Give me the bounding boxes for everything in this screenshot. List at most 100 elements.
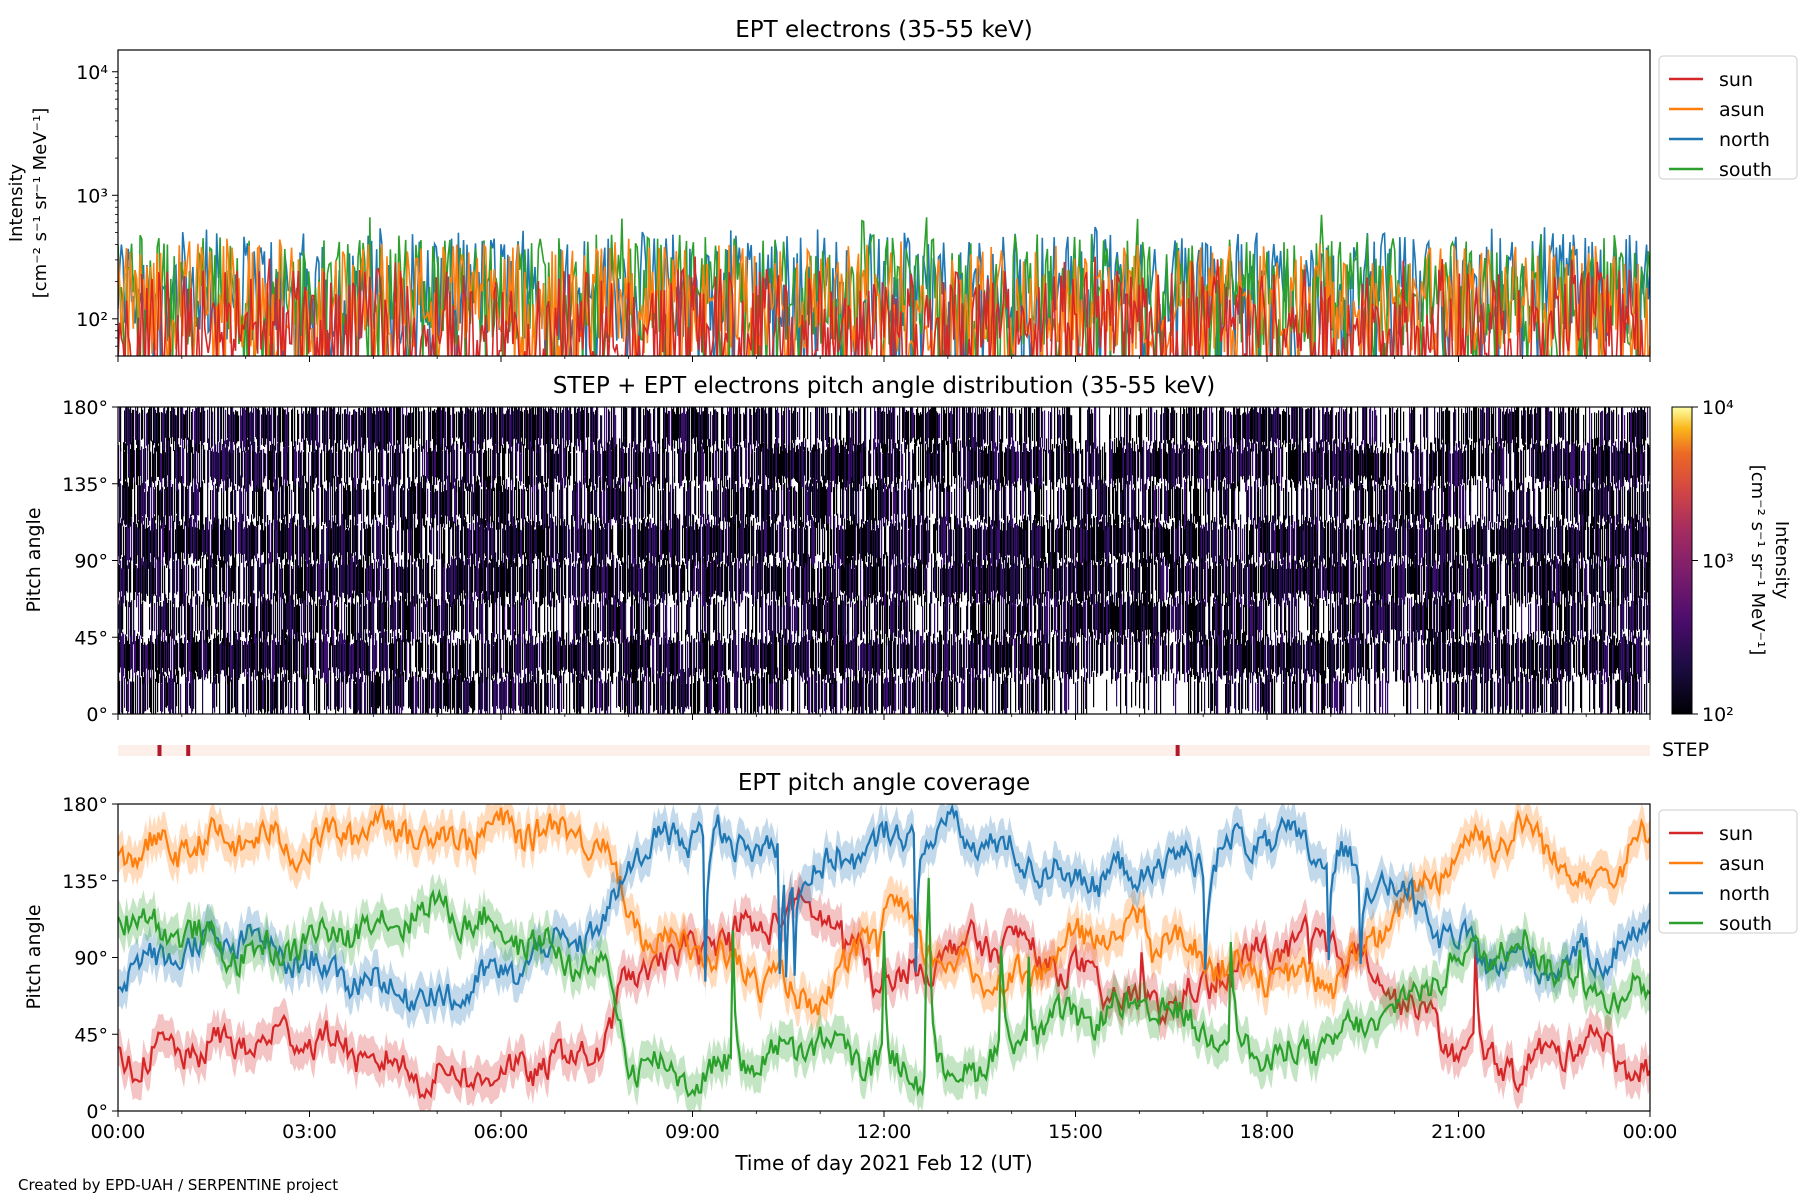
heat-cell [120,635,122,668]
heat-cell [669,563,671,596]
heat-cell [692,407,694,440]
heat-cell [447,475,449,517]
heat-cell [525,407,527,439]
heat-cell [864,591,866,635]
heat-cell [778,605,780,643]
heat-cell [207,514,209,557]
heat-cell [359,678,361,714]
heat-cell [898,489,900,531]
heat-cell [215,444,217,479]
heat-cell [573,446,575,492]
heat-cell [235,561,237,601]
heat-cell [415,450,417,480]
heat-cell [525,639,527,669]
heat-cell [736,558,738,604]
heat-cell [140,677,142,714]
heat-cell [633,674,635,714]
heat-cell [351,553,353,605]
heat-cell [749,642,751,681]
heat-cell [907,479,909,517]
heat-cell [189,682,191,706]
heat-cell [674,667,676,714]
heat-cell [378,561,380,598]
heat-cell [181,637,183,677]
heat-cell [908,436,910,481]
heat-cell [138,639,140,672]
heat-cell [485,672,487,714]
heat-cell [926,590,928,630]
heat-cell [797,566,799,601]
heat-cell [750,676,752,714]
heat-cell [218,602,220,633]
heat-cell [788,595,790,631]
heat-cell [657,488,659,525]
heat-cell [814,594,816,632]
heat-cell [207,559,209,601]
heat-cell [831,529,833,569]
heat-cell [547,674,549,708]
heat-cell [906,515,908,565]
heat-cell [430,596,432,636]
heat-cell [288,597,290,642]
heat-cell [491,522,493,556]
heat-cell [241,415,243,443]
heat-cell [484,528,486,554]
heat-cell [866,565,868,600]
heat-cell [217,635,219,674]
heat-cell [676,599,678,642]
heat-cell [275,560,277,591]
heat-cell [521,488,523,519]
heat-cell [133,437,135,478]
heat-cell [653,604,655,633]
heat-cell [162,487,164,523]
heat-cell [379,477,381,518]
heat-cell [535,529,537,554]
heat-cell [436,491,438,529]
heat-cell [728,643,730,671]
heat-cell [175,438,177,479]
heat-cell [596,488,598,518]
heat-cell [203,444,205,480]
heat-cell [621,441,623,479]
heat-cell [917,563,919,605]
heat-cell [775,681,777,711]
heat-cell [197,438,199,484]
heat-cell [603,451,605,489]
heat-cell [827,640,829,683]
heat-cell [357,448,359,479]
heat-cell [185,486,187,526]
heat-cell [871,629,873,675]
heat-cell [392,551,394,607]
heat-cell [545,490,547,528]
heat-cell [857,600,859,638]
heat-cell [575,597,577,634]
heat-cell [805,529,807,564]
heat-cell [332,408,334,446]
heat-cell [612,525,614,569]
heat-cell [882,482,884,519]
heat-cell [772,566,774,592]
heat-cell [793,410,795,444]
heat-cell [402,407,404,454]
heat-cell [315,642,317,675]
heat-cell [562,630,564,671]
heat-cell [702,479,704,517]
heat-cell [495,444,497,479]
heat-cell [675,564,677,594]
heat-cell [820,480,822,519]
heat-cell [267,515,269,567]
heat-cell [456,590,458,632]
heat-cell [350,676,352,710]
heat-cell [832,438,834,482]
heat-cell [583,639,585,672]
heat-cell [212,682,214,714]
heat-cell [211,407,213,448]
heat-cell [516,442,518,477]
heat-cell [882,453,884,486]
heat-cell [441,438,443,483]
heat-cell [249,594,251,631]
heat-cell [505,530,507,556]
heat-cell [209,521,211,566]
heat-cell [867,632,869,684]
heat-cell [804,554,806,600]
